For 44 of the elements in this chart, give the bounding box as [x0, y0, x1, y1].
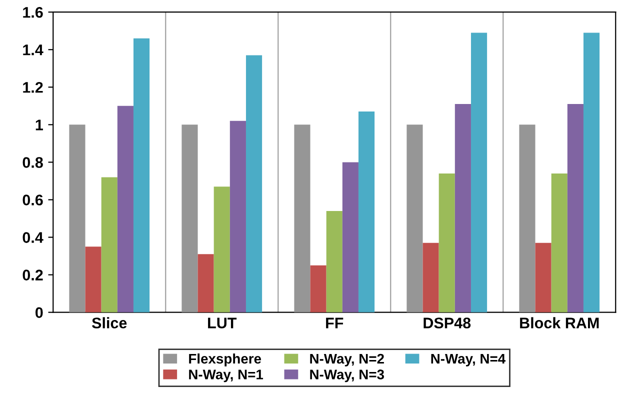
x-tick-label: Slice [92, 317, 127, 328]
bar [85, 246, 102, 312]
bar [422, 242, 439, 312]
x-tick-label: Block RAM [520, 317, 599, 328]
bar [310, 265, 326, 312]
y-tick-label: 0.4 [22, 232, 44, 243]
bar [470, 32, 488, 312]
x-tick-label: LUT [208, 318, 237, 328]
legend-label: N-Way, N=2 [310, 354, 384, 366]
bar [214, 186, 230, 312]
bar [246, 55, 262, 312]
x-tick-label: FF [326, 318, 344, 328]
bar [535, 242, 552, 312]
bar [117, 106, 134, 312]
bar [69, 124, 86, 312]
legend-label: Flexsphere [189, 353, 262, 366]
bar [583, 32, 600, 312]
bar [101, 177, 118, 312]
y-tick-label: 1.6 [23, 6, 43, 18]
bar [133, 38, 150, 312]
bar [406, 124, 423, 312]
y-tick-label: 1.4 [23, 44, 44, 56]
y-tick-label: 0.8 [22, 157, 43, 168]
bar [519, 124, 536, 312]
y-tick-label: 0.6 [22, 194, 43, 206]
y-tick-label: 0 [36, 307, 43, 318]
y-tick-label: 1.2 [23, 82, 43, 93]
bar [454, 104, 471, 312]
bar [198, 254, 214, 312]
bar [358, 112, 375, 312]
bar [326, 210, 342, 312]
x-tick-label: DSP48 [424, 318, 471, 328]
bar [294, 124, 310, 312]
bar [342, 162, 358, 312]
legend-label: N-Way, N=1 [189, 370, 264, 382]
legend-label: N-Way, N=3 [310, 370, 384, 382]
bar [182, 124, 198, 312]
bar [551, 173, 568, 312]
y-tick-label: 0.2 [22, 270, 43, 280]
legend-label: N-Way, N=4 [431, 354, 506, 366]
y-tick-label: 1 [36, 120, 43, 130]
bar [230, 120, 246, 312]
bar [438, 173, 455, 312]
bar [567, 104, 584, 312]
